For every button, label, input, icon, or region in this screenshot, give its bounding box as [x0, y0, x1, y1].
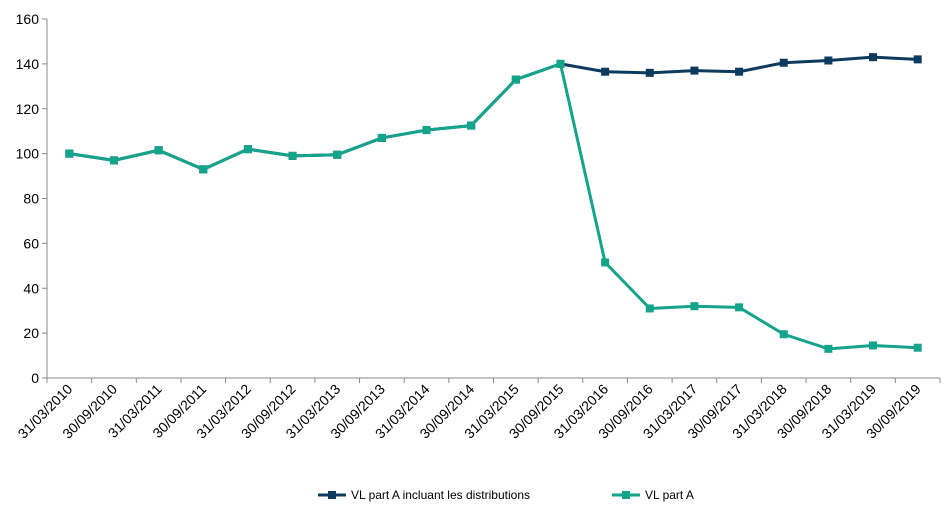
data-point: [601, 67, 610, 76]
legend-marker: [622, 491, 630, 499]
legend-item-1: VL part A incluant les distributions: [318, 488, 530, 502]
legend-label: VL part A incluant les distributions: [351, 488, 530, 502]
data-point: [779, 330, 788, 339]
legend-item-2: VL part A: [612, 488, 694, 502]
data-point: [199, 165, 208, 174]
data-point: [601, 258, 610, 267]
y-tick-label: 120: [16, 101, 40, 117]
y-tick-label: 140: [16, 56, 40, 72]
series-1: [65, 53, 922, 174]
data-point: [735, 303, 744, 312]
legend-label: VL part A: [645, 488, 694, 502]
data-point: [913, 55, 922, 64]
data-point: [690, 66, 699, 75]
data-point: [243, 145, 252, 154]
data-point: [869, 341, 878, 350]
series-line: [69, 55, 918, 171]
y-tick-label: 0: [31, 370, 39, 386]
data-point: [913, 343, 922, 352]
data-point: [467, 121, 476, 130]
data-point: [511, 75, 520, 84]
y-tick-label: 60: [23, 235, 39, 251]
series-layer: [65, 53, 922, 353]
data-point: [422, 126, 431, 135]
data-point: [288, 151, 297, 160]
y-tick-label: 20: [23, 325, 39, 341]
data-point: [645, 304, 654, 313]
data-point: [824, 56, 833, 65]
legend-marker: [328, 491, 336, 499]
data-point: [779, 58, 788, 67]
data-point: [556, 59, 565, 68]
data-point: [154, 146, 163, 155]
series-2: [65, 59, 922, 353]
data-point: [333, 150, 342, 159]
data-point: [869, 53, 878, 62]
data-point: [645, 68, 654, 77]
data-point: [377, 133, 386, 142]
data-point: [65, 149, 74, 158]
series-line: [69, 62, 918, 351]
y-tick-label: 160: [16, 11, 40, 27]
axes: 02040608010012014016031/03/201030/09/201…: [15, 11, 941, 442]
legend: VL part A incluant les distributions VL p…: [318, 488, 694, 502]
y-tick-label: 80: [23, 191, 39, 207]
data-point: [824, 344, 833, 353]
data-point: [109, 156, 118, 165]
data-point: [735, 67, 744, 76]
y-tick-label: 40: [23, 280, 39, 296]
y-tick-label: 100: [16, 146, 40, 162]
data-point: [690, 302, 699, 311]
